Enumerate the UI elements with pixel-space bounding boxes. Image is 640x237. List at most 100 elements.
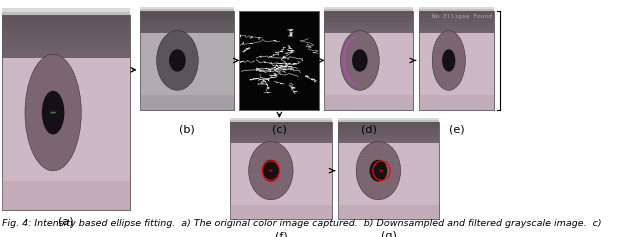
- Text: (f): (f): [275, 231, 287, 237]
- Bar: [419, 11, 494, 110]
- Bar: [230, 122, 332, 143]
- Bar: [338, 140, 439, 143]
- Bar: [338, 122, 439, 219]
- Bar: [2, 181, 130, 210]
- Bar: [324, 23, 413, 27]
- Bar: [338, 132, 439, 136]
- Bar: [230, 118, 332, 122]
- Bar: [239, 11, 319, 110]
- Bar: [2, 15, 130, 58]
- Bar: [324, 21, 413, 25]
- Bar: [140, 11, 234, 110]
- Bar: [230, 126, 332, 130]
- Circle shape: [51, 112, 56, 114]
- Bar: [324, 11, 413, 110]
- Ellipse shape: [25, 54, 81, 171]
- Bar: [324, 17, 413, 21]
- Ellipse shape: [340, 31, 380, 90]
- Bar: [230, 124, 332, 128]
- Bar: [230, 120, 332, 124]
- Bar: [2, 31, 130, 39]
- Text: (c): (c): [272, 124, 287, 134]
- Ellipse shape: [432, 31, 465, 90]
- Bar: [338, 130, 439, 134]
- Bar: [419, 29, 494, 32]
- Bar: [230, 140, 332, 143]
- Bar: [338, 126, 439, 130]
- Bar: [230, 122, 332, 126]
- Bar: [230, 132, 332, 136]
- Bar: [338, 124, 439, 128]
- Bar: [324, 11, 413, 15]
- Text: No Ellipse Found: No Ellipse Found: [432, 14, 492, 19]
- Bar: [230, 136, 332, 140]
- Bar: [419, 11, 494, 32]
- Text: (b): (b): [179, 124, 195, 134]
- Bar: [2, 46, 130, 54]
- Bar: [338, 205, 439, 219]
- Bar: [140, 95, 234, 110]
- Bar: [140, 23, 234, 27]
- Bar: [2, 8, 130, 15]
- Bar: [2, 43, 130, 50]
- Ellipse shape: [352, 49, 367, 72]
- Bar: [324, 95, 413, 110]
- Bar: [2, 27, 130, 35]
- Bar: [324, 19, 413, 23]
- Circle shape: [380, 170, 383, 171]
- Bar: [2, 19, 130, 27]
- Bar: [140, 9, 234, 13]
- Bar: [324, 27, 413, 31]
- Bar: [140, 11, 234, 15]
- Bar: [2, 15, 130, 23]
- Bar: [419, 15, 494, 19]
- Text: (d): (d): [361, 124, 376, 134]
- Bar: [2, 50, 130, 58]
- Ellipse shape: [42, 91, 65, 134]
- Bar: [338, 128, 439, 132]
- Bar: [419, 7, 494, 11]
- Text: (a): (a): [58, 217, 74, 227]
- Bar: [140, 29, 234, 32]
- Bar: [419, 9, 494, 13]
- Bar: [230, 122, 332, 219]
- Bar: [230, 205, 332, 219]
- Text: (e): (e): [449, 124, 464, 134]
- Bar: [324, 25, 413, 29]
- Text: (g): (g): [381, 231, 396, 237]
- Bar: [419, 21, 494, 25]
- Bar: [419, 23, 494, 27]
- Bar: [230, 134, 332, 138]
- Bar: [338, 120, 439, 124]
- Bar: [338, 138, 439, 141]
- Bar: [419, 11, 494, 15]
- Bar: [324, 7, 413, 11]
- Bar: [230, 128, 332, 132]
- Circle shape: [269, 170, 273, 171]
- Bar: [324, 13, 413, 17]
- Bar: [338, 118, 439, 122]
- Bar: [324, 15, 413, 19]
- Bar: [140, 7, 234, 11]
- Bar: [338, 122, 439, 143]
- Bar: [2, 15, 130, 210]
- Ellipse shape: [356, 141, 401, 200]
- Bar: [140, 19, 234, 23]
- Bar: [419, 95, 494, 110]
- Bar: [338, 134, 439, 138]
- Bar: [230, 138, 332, 141]
- Bar: [2, 39, 130, 46]
- Bar: [140, 25, 234, 29]
- Text: Fig. 4: Intensity based ellipse fitting.  a) The original color image captured. : Fig. 4: Intensity based ellipse fitting.…: [2, 219, 602, 228]
- Bar: [419, 13, 494, 17]
- Bar: [140, 11, 234, 32]
- Ellipse shape: [262, 160, 280, 182]
- Bar: [338, 122, 439, 126]
- Bar: [140, 27, 234, 31]
- Bar: [140, 21, 234, 25]
- Bar: [140, 13, 234, 17]
- Bar: [230, 130, 332, 134]
- Bar: [419, 27, 494, 31]
- Bar: [140, 15, 234, 19]
- Bar: [324, 11, 413, 110]
